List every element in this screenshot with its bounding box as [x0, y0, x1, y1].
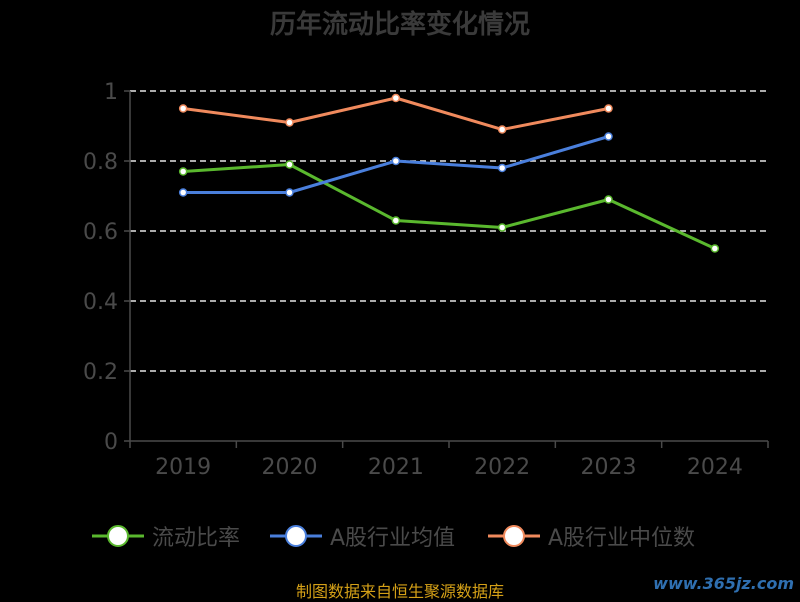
legend-label: 流动比率 — [152, 526, 241, 551]
watermark: www.365jz.com — [653, 574, 794, 593]
data-point[interactable] — [604, 132, 613, 141]
data-point[interactable] — [178, 188, 188, 197]
data-point[interactable] — [604, 195, 613, 204]
data-point[interactable] — [604, 104, 613, 113]
data-point[interactable] — [178, 104, 188, 113]
data-point[interactable] — [710, 244, 720, 253]
axes — [124, 90, 769, 448]
data-point[interactable] — [285, 118, 294, 127]
data-point[interactable] — [391, 156, 401, 166]
y-tick-label: 0.6 — [83, 220, 118, 245]
y-tick-label: 0 — [104, 430, 118, 455]
data-point[interactable] — [497, 125, 507, 134]
x-tick-label: 2023 — [581, 455, 637, 480]
data-point[interactable] — [497, 163, 507, 173]
series-0 — [178, 160, 720, 253]
series-2 — [178, 93, 613, 134]
y-tick-label: 0.8 — [83, 150, 118, 175]
x-tick-label: 2022 — [474, 455, 530, 480]
x-tick-label: 2019 — [155, 455, 211, 480]
legend-swatch-icon — [92, 525, 144, 547]
data-point[interactable] — [391, 216, 401, 225]
legend-item-1[interactable]: A股行业均值 — [270, 516, 455, 556]
data-point[interactable] — [391, 93, 401, 103]
series-1 — [178, 132, 613, 197]
legend-swatch-icon — [270, 525, 322, 547]
series-lines — [178, 93, 720, 253]
data-source-note: 制图数据来自恒生聚源数据库 — [295, 582, 504, 601]
grid-lines — [130, 90, 768, 372]
legend-label: A股行业均值 — [330, 526, 456, 551]
y-tick-label: 0.2 — [83, 360, 118, 385]
data-point[interactable] — [285, 160, 294, 169]
legend-swatch-icon — [488, 525, 540, 547]
legend-item-2[interactable]: A股行业中位数 — [488, 516, 695, 556]
x-tick-label: 2020 — [262, 455, 318, 480]
y-tick-label: 1 — [104, 80, 118, 105]
tick-labels: 0 0.2 0.4 0.6 0.8 1 2019 2020 2021 2022 2023 2024 — [83, 80, 743, 480]
y-tick-label: 0.4 — [83, 290, 118, 315]
data-point[interactable] — [497, 223, 507, 232]
data-point[interactable] — [178, 167, 188, 176]
data-point[interactable] — [285, 188, 294, 197]
series-line-0 — [183, 163, 716, 250]
legend-item-0[interactable]: 流动比率 — [92, 516, 240, 556]
chart-title: 历年流动比率变化情况 — [269, 10, 530, 40]
series-line-2 — [182, 96, 609, 131]
legend-label: A股行业中位数 — [548, 526, 696, 551]
x-tick-label: 2024 — [687, 455, 743, 480]
x-tick-label: 2021 — [368, 455, 424, 480]
legend: 流动比率 A股行业均值 A股行业中位数 — [0, 516, 800, 556]
